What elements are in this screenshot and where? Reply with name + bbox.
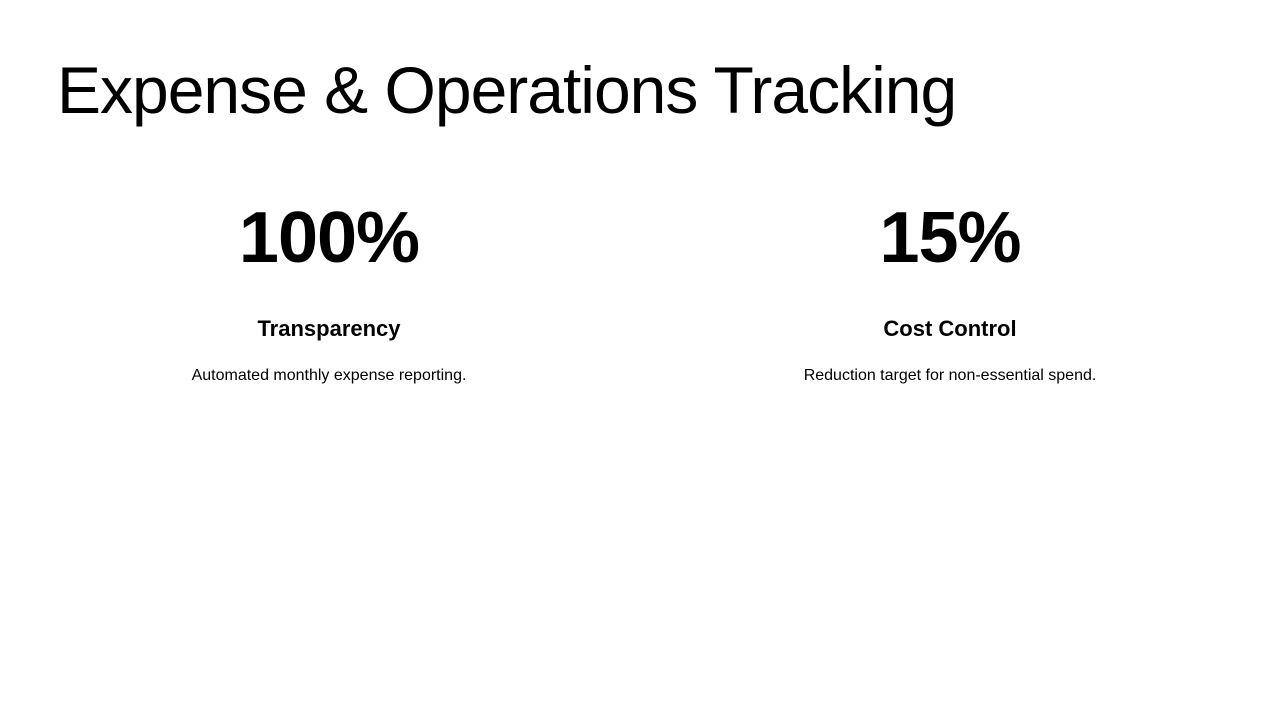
stat-value: 15% bbox=[879, 198, 1021, 278]
stat-label: Transparency bbox=[257, 316, 401, 341]
stat-value: 100% bbox=[238, 198, 420, 278]
stat-label: Cost Control bbox=[883, 316, 1017, 341]
stat-transparency: 100% Transparency Automated monthly expe… bbox=[69, 196, 589, 386]
stat-description: Reduction target for non-essential spend… bbox=[803, 367, 1097, 384]
slide-title: Expense & Operations Tracking bbox=[57, 53, 957, 127]
stat-cost-control: 15% Cost Control Reduction target for no… bbox=[690, 196, 1210, 386]
stat-description: Automated monthly expense reporting. bbox=[191, 367, 467, 384]
